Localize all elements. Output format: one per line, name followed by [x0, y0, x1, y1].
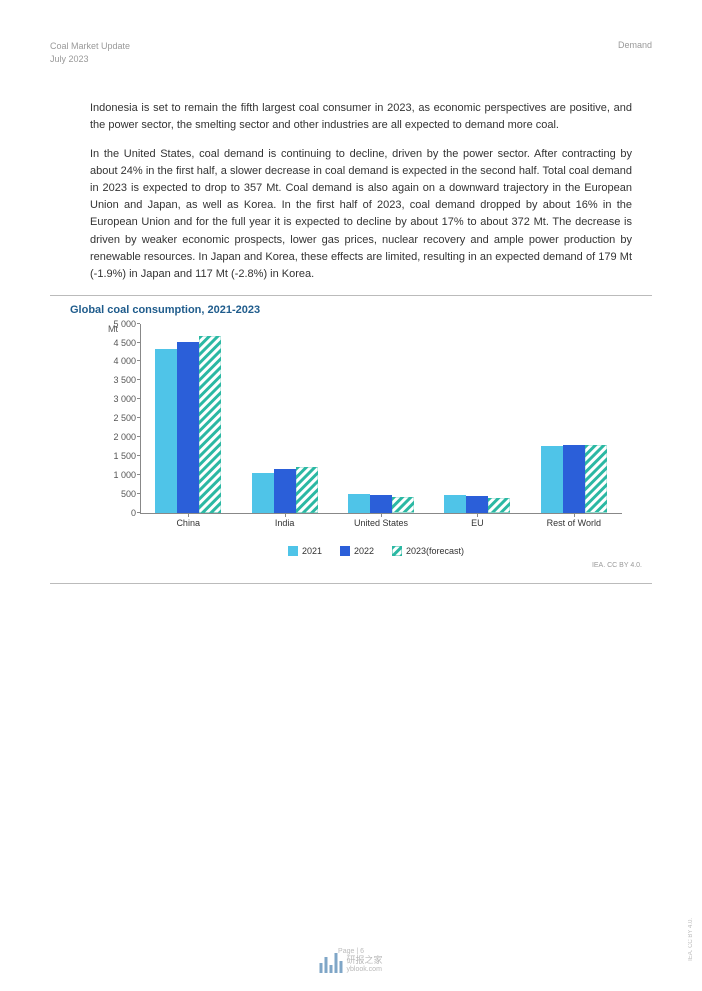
- chart-plot: 05001 0001 5002 0002 5003 0003 5004 0004…: [140, 324, 622, 514]
- y-tick-label: 1 000: [104, 470, 136, 480]
- legend-swatch: [392, 546, 402, 556]
- chart-section: Global coal consumption, 2021-2023 Mt 05…: [50, 295, 652, 584]
- bar: [296, 467, 318, 513]
- y-tick-label: 3 500: [104, 375, 136, 385]
- y-tick-label: 4 000: [104, 356, 136, 366]
- bar: [541, 446, 563, 513]
- y-tick-label: 5 000: [104, 319, 136, 329]
- bar: [444, 495, 466, 513]
- bar: [155, 349, 177, 512]
- doc-title: Coal Market Update: [50, 40, 130, 53]
- bar: [488, 498, 510, 512]
- y-tick-label: 3 000: [104, 394, 136, 404]
- bar: [177, 342, 199, 513]
- bar-group: [429, 324, 525, 513]
- legend-item: 2022: [340, 546, 374, 556]
- bar: [252, 473, 274, 513]
- bar-group: [140, 324, 236, 513]
- bar: [199, 336, 221, 513]
- watermark-text: 研报之家: [346, 953, 382, 966]
- bar: [466, 496, 488, 513]
- legend-swatch: [340, 546, 350, 556]
- side-attribution: IEA. CC BY 4.0.: [688, 918, 694, 961]
- bars-icon: [319, 953, 342, 973]
- section-name: Demand: [618, 40, 652, 65]
- chart-attribution: IEA. CC BY 4.0.: [50, 562, 652, 569]
- legend-item: 2023(forecast): [392, 546, 464, 556]
- paragraph: Indonesia is set to remain the fifth lar…: [90, 100, 632, 134]
- chart-title: Global coal consumption, 2021-2023: [50, 302, 652, 324]
- bar-group: [236, 324, 332, 513]
- y-tick-label: 4 500: [104, 338, 136, 348]
- bar: [370, 495, 392, 513]
- y-tick-label: 1 500: [104, 451, 136, 461]
- bar-group: [526, 324, 622, 513]
- bar-group: [333, 324, 429, 513]
- page-header: Coal Market Update July 2023 Demand: [50, 40, 652, 65]
- watermark-logo: 研报之家 yblook.com: [319, 953, 382, 973]
- legend-item: 2021: [288, 546, 322, 556]
- legend-label: 2023(forecast): [406, 546, 464, 556]
- legend-label: 2022: [354, 546, 374, 556]
- y-tick-label: 2 000: [104, 432, 136, 442]
- doc-date: July 2023: [50, 53, 130, 66]
- legend-swatch: [288, 546, 298, 556]
- watermark-url: yblook.com: [346, 966, 382, 973]
- bar: [585, 445, 607, 512]
- y-tick-label: 2 500: [104, 413, 136, 423]
- bar: [274, 469, 296, 513]
- bar: [563, 445, 585, 513]
- body-text: Indonesia is set to remain the fifth lar…: [50, 100, 652, 282]
- bar: [348, 494, 370, 513]
- bar: [392, 497, 414, 512]
- bars-container: [140, 324, 622, 513]
- paragraph: In the United States, coal demand is con…: [90, 146, 632, 282]
- y-tick-label: 0: [104, 508, 136, 518]
- legend-label: 2021: [302, 546, 322, 556]
- y-tick-label: 500: [104, 489, 136, 499]
- chart-legend: 2021 2022 2023(forecast): [110, 546, 642, 556]
